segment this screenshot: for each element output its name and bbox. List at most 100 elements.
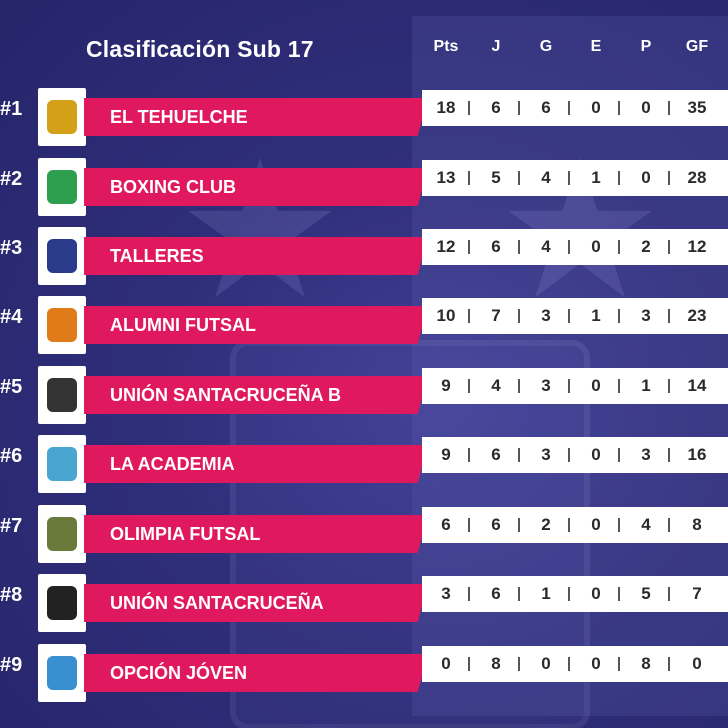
column-separator	[518, 657, 520, 671]
table-row: #7 OLIMPIA FUTSAL 6 6 2 0 4 8	[0, 505, 728, 565]
column-separator	[668, 240, 670, 254]
team-name-bar: LA ACADEMIA	[84, 445, 428, 483]
stat-g: 6	[541, 98, 551, 117]
column-separator	[468, 657, 470, 671]
column-separator	[468, 518, 470, 532]
stat-j: 6	[491, 584, 501, 603]
column-separator	[568, 587, 570, 601]
team-name: ALUMNI FUTSAL	[110, 315, 256, 335]
stat-g: 1	[541, 584, 551, 603]
background-star-icon	[508, 158, 652, 298]
column-separator	[518, 518, 520, 532]
stat-e: 1	[591, 306, 601, 325]
column-separator	[468, 171, 470, 185]
column-separator	[618, 171, 620, 185]
team-name-bar: UNIÓN SANTACRUCEÑA B	[84, 376, 428, 414]
stat-j: 4	[491, 376, 501, 395]
column-separator	[618, 309, 620, 323]
stat-e: 0	[591, 237, 601, 256]
rank-label: #6	[0, 445, 23, 467]
stat-gf: 23	[687, 306, 707, 325]
rank-label: #8	[0, 584, 23, 606]
column-separator	[568, 448, 570, 462]
column-separator	[618, 379, 620, 393]
stat-e: 1	[591, 168, 601, 187]
stat-g: 4	[541, 237, 551, 256]
table-row: #4 ALUMNI FUTSAL 10 7 3 1 3 23	[0, 296, 728, 356]
team-logo-box	[38, 366, 86, 424]
stat-g: 3	[541, 445, 551, 464]
el-tehuelche-crest-icon	[47, 100, 77, 134]
stats-bar: 9 6 3 0 3 16	[422, 437, 728, 473]
column-separator	[518, 379, 520, 393]
stat-p: 5	[641, 584, 651, 603]
stat-j: 6	[491, 98, 501, 117]
stat-p: 0	[641, 98, 651, 117]
stat-p: 4	[641, 515, 651, 534]
column-separator	[668, 448, 670, 462]
column-separator	[518, 171, 520, 185]
stat-e: 0	[591, 515, 601, 534]
team-name: LA ACADEMIA	[110, 454, 235, 474]
olimpia-futsal-crest-icon	[47, 517, 77, 551]
table-row: #8 UNIÓN SANTACRUCEÑA 3 6 1 0 5 7	[0, 574, 728, 634]
column-header-pts: Pts	[433, 38, 459, 55]
background-star-icon	[188, 158, 332, 298]
column-separator	[668, 101, 670, 115]
column-separator	[518, 240, 520, 254]
team-name: EL TEHUELCHE	[110, 107, 248, 127]
stat-e: 0	[591, 584, 601, 603]
column-header-gf: GF	[685, 38, 709, 55]
table-row: #2 BOXING CLUB 13 5 4 1 0 28	[0, 158, 728, 218]
column-separator	[568, 657, 570, 671]
stat-j: 5	[491, 168, 501, 187]
column-separator	[568, 240, 570, 254]
team-name-bar: OPCIÓN JÓVEN	[84, 654, 428, 692]
stat-e: 0	[591, 376, 601, 395]
stats-bar: 3 6 1 0 5 7	[422, 576, 728, 612]
stat-gf: 16	[687, 445, 707, 464]
column-separator	[468, 309, 470, 323]
column-separator	[468, 101, 470, 115]
team-logo-box	[38, 227, 86, 285]
stat-pts: 6	[441, 515, 451, 534]
column-header-j: J	[491, 38, 501, 55]
stat-pts: 18	[436, 98, 456, 117]
stat-gf: 35	[687, 98, 707, 117]
team-name: OPCIÓN JÓVEN	[110, 663, 248, 683]
team-logo-box	[38, 88, 86, 146]
team-name: UNIÓN SANTACRUCEÑA B	[110, 385, 341, 405]
column-separator	[618, 587, 620, 601]
team-name-bar: EL TEHUELCHE	[84, 98, 428, 136]
stat-gf: 7	[692, 584, 702, 603]
column-separator	[618, 657, 620, 671]
stat-pts: 12	[436, 237, 456, 256]
team-logo-box	[38, 644, 86, 702]
column-separator	[668, 171, 670, 185]
team-name: TALLERES	[110, 246, 204, 266]
column-separator	[568, 379, 570, 393]
stats-bar: 18 6 6 0 0 35	[422, 90, 728, 126]
column-separator	[618, 518, 620, 532]
column-separator	[618, 448, 620, 462]
stat-pts: 0	[441, 654, 451, 673]
stats-bar: 13 5 4 1 0 28	[422, 160, 728, 196]
table-row: #6 LA ACADEMIA 9 6 3 0 3 16	[0, 435, 728, 495]
column-separator	[468, 587, 470, 601]
column-separator	[568, 518, 570, 532]
team-name: UNIÓN SANTACRUCEÑA	[110, 593, 324, 613]
stat-pts: 13	[436, 168, 456, 187]
team-name: OLIMPIA FUTSAL	[110, 524, 261, 544]
union-santacrucena-b-crest-icon	[47, 378, 77, 412]
team-logo-box	[38, 296, 86, 354]
team-name: BOXING CLUB	[110, 177, 236, 197]
team-name-bar: OLIMPIA FUTSAL	[84, 515, 428, 553]
stat-pts: 9	[441, 376, 451, 395]
column-separator	[518, 101, 520, 115]
column-separator	[668, 587, 670, 601]
rank-label: #2	[0, 168, 23, 190]
rank-label: #5	[0, 376, 23, 398]
column-separator	[518, 587, 520, 601]
column-separator	[518, 448, 520, 462]
page-title: Clasificación Sub 17	[86, 36, 314, 62]
